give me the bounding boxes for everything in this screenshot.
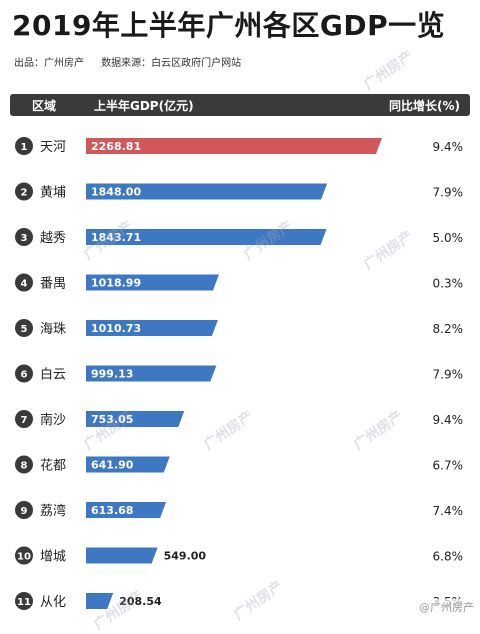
gdp-value-label: 613.68 bbox=[91, 504, 133, 517]
district-label: 海珠 bbox=[40, 322, 66, 337]
gdp-bar bbox=[86, 229, 327, 245]
rank-number: 4 bbox=[21, 279, 28, 290]
rank-badge bbox=[15, 273, 33, 292]
growth-label: 7.9% bbox=[433, 368, 464, 382]
rank-badge bbox=[15, 546, 33, 565]
district-label: 黄埔 bbox=[40, 186, 66, 201]
growth-label: 0.3% bbox=[433, 277, 464, 291]
table-header: 区域 上半年GDP(亿元) 同比增长(%) bbox=[10, 94, 470, 116]
district-label: 越秀 bbox=[40, 231, 66, 246]
gdp-value-label: 753.05 bbox=[91, 413, 133, 426]
rank-number: 3 bbox=[21, 233, 28, 244]
gdp-bar bbox=[86, 547, 158, 564]
corner-mark: @广州房产 bbox=[419, 599, 474, 615]
rank-number: 11 bbox=[17, 597, 31, 608]
rank-badge bbox=[15, 455, 33, 474]
header-growth: 同比增长(%) bbox=[389, 99, 460, 113]
district-label: 南沙 bbox=[40, 412, 66, 428]
header-district: 区域 bbox=[32, 99, 57, 113]
gdp-bar bbox=[86, 365, 217, 382]
rank-badge bbox=[15, 182, 33, 201]
page-title: 2019年上半年广州各区GDP一览 bbox=[12, 9, 446, 42]
rank-badge bbox=[15, 137, 33, 155]
growth-label: 6.8% bbox=[433, 550, 464, 564]
gdp-bar bbox=[86, 593, 114, 609]
gdp-value-label: 999.13 bbox=[91, 368, 133, 381]
gdp-bar bbox=[86, 502, 167, 518]
district-label: 从化 bbox=[40, 595, 66, 610]
growth-label: 7.4% bbox=[433, 504, 464, 518]
source-line: 出品：广州房产 数据来源：白云区政府门户网站 bbox=[14, 54, 255, 69]
growth-label: 6.7% bbox=[433, 459, 464, 473]
source-data: 数据来源：白云区政府门户网站 bbox=[101, 58, 242, 69]
rank-badge bbox=[15, 319, 33, 337]
district-label: 番禺 bbox=[40, 277, 66, 292]
growth-label: 8.2% bbox=[433, 322, 464, 336]
gdp-value-label: 1848.00 bbox=[91, 186, 141, 199]
rank-badge bbox=[15, 228, 33, 246]
district-label: 花都 bbox=[40, 458, 66, 474]
rank-badge bbox=[15, 501, 33, 519]
growth-label: 9.4% bbox=[433, 413, 464, 427]
rank-number: 7 bbox=[21, 415, 28, 426]
gdp-bar bbox=[86, 411, 185, 427]
gdp-bar bbox=[86, 274, 219, 291]
rank-number: 6 bbox=[21, 370, 28, 381]
rank-badge bbox=[15, 592, 33, 610]
district-label: 天河 bbox=[40, 140, 66, 155]
rank-number: 10 bbox=[17, 552, 31, 563]
gdp-value-label: 1843.71 bbox=[91, 231, 141, 244]
header-gdp: 上半年GDP(亿元) bbox=[94, 99, 194, 113]
rank-number: 9 bbox=[21, 506, 28, 517]
rank-number: 2 bbox=[21, 188, 28, 199]
district-label: 增城 bbox=[40, 550, 66, 565]
bar-chart: 1 天河 2268.81 9.4% 2 黄埔 1848.00 7.9% 3 越秀 1843.71 5.… bbox=[15, 137, 464, 610]
gdp-value-label: 549.00 bbox=[164, 550, 207, 563]
gdp-bar bbox=[86, 138, 382, 154]
growth-label: 5.0% bbox=[433, 231, 464, 245]
growth-label: 7.9% bbox=[433, 186, 464, 200]
source-origin: 出品：广州房产 bbox=[14, 58, 84, 69]
rank-number: 1 bbox=[21, 142, 28, 153]
district-label: 白云 bbox=[40, 367, 66, 383]
gdp-value-label: 208.54 bbox=[119, 595, 162, 608]
growth-label: 9.4% bbox=[433, 140, 464, 154]
gdp-value-label: 1018.99 bbox=[91, 277, 141, 290]
rank-badge bbox=[15, 364, 33, 383]
gdp-bar bbox=[86, 320, 218, 336]
gdp-value-label: 2268.81 bbox=[91, 140, 141, 153]
district-label: 荔湾 bbox=[40, 503, 66, 519]
gdp-bar bbox=[86, 183, 328, 200]
gdp-value-label: 641.90 bbox=[91, 459, 134, 472]
gdp-bar bbox=[86, 456, 170, 473]
rank-badge bbox=[15, 410, 33, 428]
rank-number: 8 bbox=[21, 461, 28, 472]
gdp-value-label: 1010.73 bbox=[91, 322, 141, 335]
rank-number: 5 bbox=[21, 324, 28, 335]
